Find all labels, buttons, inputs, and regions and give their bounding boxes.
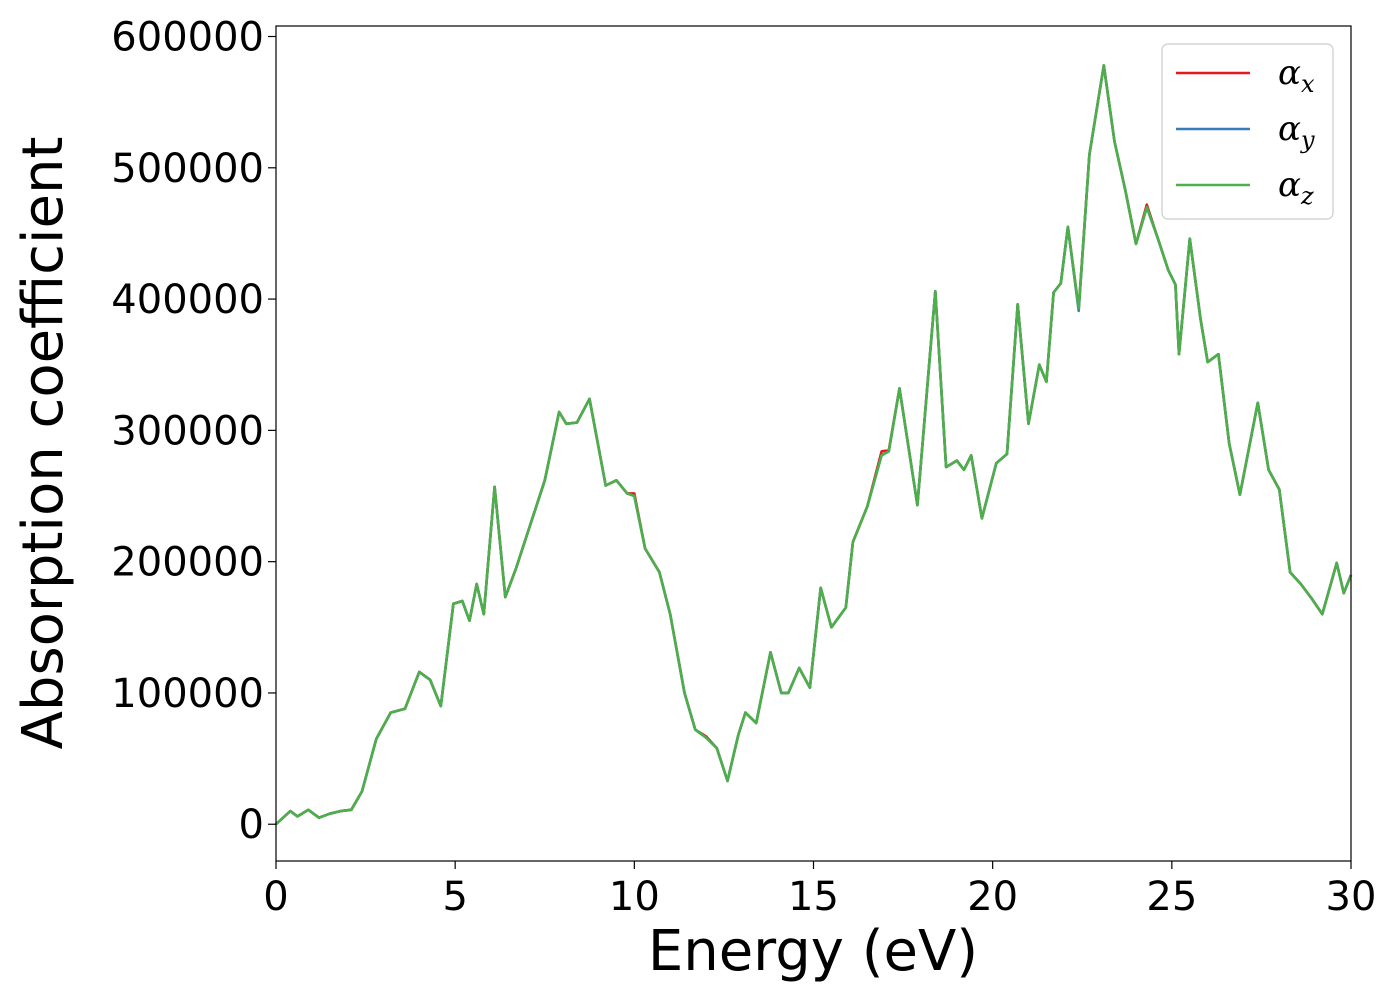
y-axis-label: Absorption coefficient [11, 137, 76, 750]
y-tick-label: 300000 [111, 408, 264, 454]
y-tick-label: 200000 [111, 540, 264, 586]
y-tick-label: 600000 [111, 15, 264, 61]
y-tick-label: 0 [239, 802, 264, 848]
y-tick-label: 100000 [111, 671, 264, 717]
legend: αx αy αz [1161, 43, 1334, 220]
x-tick-label: 0 [263, 874, 288, 920]
x-tick-label: 5 [442, 874, 467, 920]
x-tick-label: 15 [788, 874, 839, 920]
x-tick-label: 20 [967, 874, 1018, 920]
x-axis-label: Energy (eV) [648, 919, 978, 984]
x-tick-label: 10 [609, 874, 660, 920]
axis-ticks: 0 5 10 15 20 25 30 0 100000 200000 300000 400000 500… [111, 15, 1376, 920]
x-tick-label: 25 [1146, 874, 1197, 920]
legend-label-y: αy [1278, 109, 1315, 154]
series-line-z [275, 64, 1353, 826]
legend-label-x: αx [1278, 53, 1315, 98]
x-tick-label: 30 [1326, 874, 1377, 920]
legend-frame [1161, 43, 1334, 220]
series-lines [275, 64, 1353, 826]
y-tick-label: 500000 [111, 146, 264, 192]
legend-label-z: αz [1278, 165, 1314, 210]
y-tick-label: 400000 [111, 277, 264, 323]
